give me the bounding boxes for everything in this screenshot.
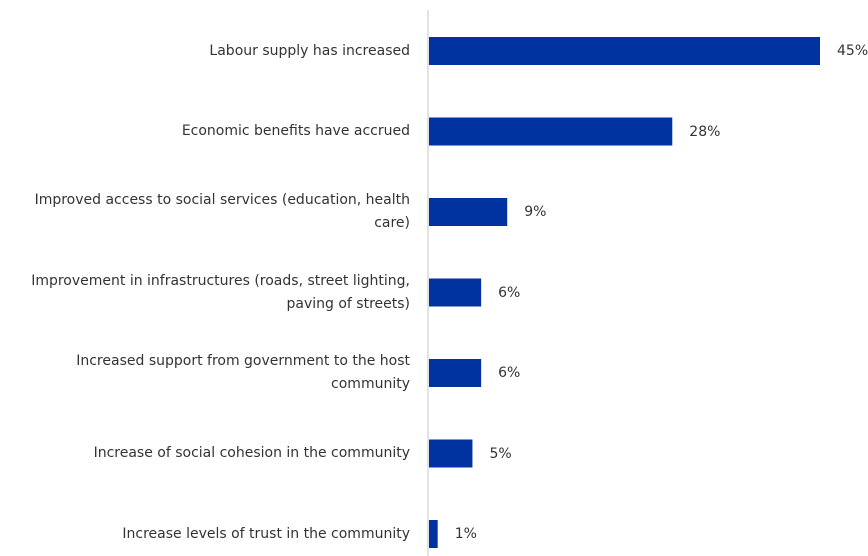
category-label-3: Improved access to social services (educ… [34,192,410,231]
category-label-7: Increase levels of trust in the communit… [122,525,410,542]
category-label-1: Labour supply has increased [209,42,410,59]
bar-2 [429,117,673,146]
value-label-2: 28% [689,123,721,140]
value-label-7: 1% [454,526,477,542]
bar-4 [429,278,482,307]
bar-3 [429,198,508,226]
value-label-3: 9% [524,204,547,220]
category-label-2: Economic benefits have accrued [181,123,410,139]
bar-5 [429,359,482,387]
bars-group [429,37,820,548]
bar-7 [429,520,438,548]
value-label-1: 45% [837,43,868,59]
category-label-4: Improvement in infrastructures (roads, s… [31,272,410,312]
category-label-5: Increased support from government to the… [76,353,410,392]
value-label-4: 6% [498,284,521,301]
bar-6 [429,439,473,468]
category-label-6: Increase of social cohesion in the commu… [93,445,410,461]
value-label-6: 5% [489,445,512,462]
bar-1 [429,37,820,65]
value-label-5: 6% [498,365,521,381]
